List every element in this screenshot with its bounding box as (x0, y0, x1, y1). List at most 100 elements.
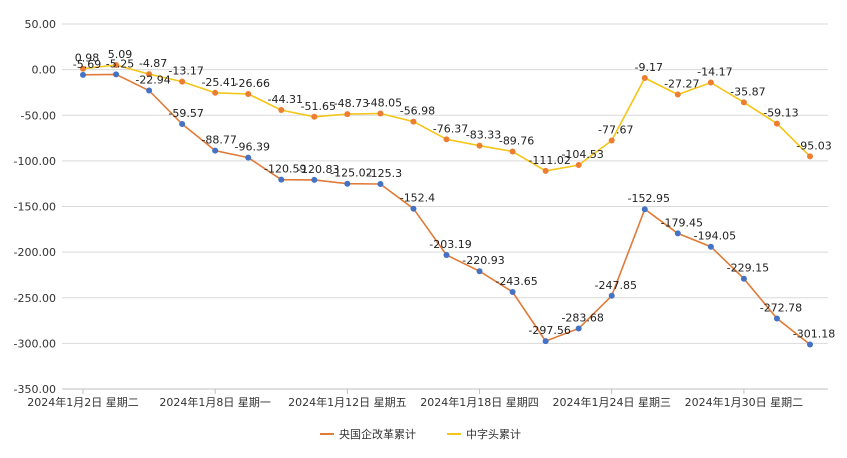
data-label: -51.65 (301, 100, 336, 113)
data-point[interactable] (476, 268, 483, 275)
data-label: -96.39 (234, 141, 269, 154)
data-point[interactable] (344, 111, 351, 118)
data-label: -35.87 (730, 85, 765, 98)
data-point[interactable] (80, 71, 86, 78)
data-point[interactable] (740, 275, 747, 282)
data-label: 0.98 (75, 52, 100, 65)
data-label: -152.95 (628, 192, 670, 205)
data-point[interactable] (146, 71, 153, 78)
data-label: -27.27 (664, 78, 699, 91)
data-label: -59.57 (168, 107, 203, 120)
data-label: -120.83 (297, 163, 339, 176)
data-point[interactable] (212, 147, 219, 154)
data-point[interactable] (807, 153, 813, 160)
y-tick-label: -150.00 (14, 201, 56, 214)
data-point[interactable] (311, 176, 318, 183)
data-label: -95.03 (796, 139, 831, 152)
x-tick-label: 2024年1月30日 星期二 (685, 395, 804, 409)
data-label: -120.59 (264, 163, 306, 176)
data-label: -59.13 (763, 107, 798, 120)
data-point[interactable] (807, 341, 813, 348)
data-point[interactable] (278, 176, 285, 183)
x-tick-label: 2024年1月18日 星期四 (420, 395, 539, 409)
data-label: -13.17 (168, 65, 203, 78)
data-point[interactable] (707, 243, 714, 250)
data-label: -22.94 (135, 74, 170, 87)
data-point[interactable] (245, 90, 252, 97)
data-label: -25.41 (201, 76, 236, 89)
data-point[interactable] (245, 154, 252, 161)
data-point[interactable] (773, 315, 780, 322)
data-label: -283.68 (561, 311, 603, 324)
data-point[interactable] (377, 180, 384, 187)
axis-layer: 50.00 0.00 -50.00 -100.00 -150.00 -200.00 -250… (14, 18, 828, 409)
data-label: -14.17 (697, 66, 732, 79)
legend-entry[interactable]: 央国企改革累计 (339, 427, 416, 441)
data-label: -111.02 (528, 154, 570, 167)
data-label: -26.66 (234, 77, 269, 90)
data-point[interactable] (641, 74, 648, 81)
data-point[interactable] (674, 91, 681, 98)
x-tick-label: 2024年1月12日 星期五 (288, 395, 407, 409)
data-label: -194.05 (694, 230, 736, 243)
data-point[interactable] (542, 167, 549, 174)
y-tick-label: -50.00 (21, 109, 56, 122)
data-point[interactable] (410, 118, 417, 125)
data-point[interactable] (641, 206, 648, 213)
data-point[interactable] (509, 148, 516, 155)
data-point[interactable] (278, 107, 285, 114)
data-label: -4.87 (139, 57, 167, 70)
data-point[interactable] (707, 79, 714, 86)
data-label: -48.73 (334, 97, 369, 110)
data-point[interactable] (674, 230, 681, 237)
data-point[interactable] (113, 71, 120, 78)
data-label: -152.4 (400, 192, 435, 205)
data-point[interactable] (509, 288, 516, 295)
data-label-layer: -5.69 -5.25-22.94 -59.57 -88.77-96.39 -120.5… (73, 48, 835, 340)
legend[interactable]: 央国企改革累计 中字头累计 (320, 427, 521, 441)
data-point[interactable] (542, 338, 549, 345)
data-label: -77.67 (598, 123, 633, 136)
data-point[interactable] (575, 325, 582, 332)
data-point[interactable] (212, 89, 219, 96)
data-point[interactable] (773, 120, 780, 127)
data-point[interactable] (311, 113, 318, 120)
data-label: -5.25 (106, 57, 134, 70)
data-point[interactable] (344, 180, 351, 187)
legend-entry[interactable]: 中字头累计 (466, 427, 521, 441)
data-label: -76.37 (433, 122, 468, 135)
data-point[interactable] (377, 110, 384, 117)
data-point[interactable] (410, 205, 417, 212)
data-label: -89.76 (499, 135, 534, 148)
data-point[interactable] (179, 120, 186, 127)
data-label: -243.65 (495, 275, 537, 288)
data-label: -56.98 (400, 105, 435, 118)
y-tick-label: -350.00 (14, 383, 56, 396)
data-point[interactable] (575, 162, 582, 169)
x-tick-label: 2024年1月8日 星期一 (159, 395, 271, 409)
data-point[interactable] (608, 292, 615, 299)
data-label: 5.09 (108, 48, 133, 61)
y-tick-label: 50.00 (25, 18, 57, 31)
y-tick-label: -250.00 (14, 292, 56, 305)
data-point[interactable] (80, 65, 86, 72)
data-point[interactable] (146, 87, 153, 94)
data-point[interactable] (443, 252, 450, 259)
data-point[interactable] (179, 78, 186, 85)
data-point[interactable] (443, 136, 450, 143)
data-label: -125.3 (367, 167, 402, 180)
data-label: -247.85 (594, 279, 636, 292)
data-label: -9.17 (635, 61, 663, 74)
data-label: -83.33 (466, 129, 501, 142)
data-point[interactable] (740, 99, 747, 106)
data-label: -297.56 (528, 324, 570, 337)
data-point[interactable] (476, 142, 483, 149)
data-label: -203.19 (429, 238, 471, 251)
data-point[interactable] (113, 61, 120, 68)
data-label: -104.53 (561, 148, 603, 161)
x-tick-label: 2024年1月2日 星期二 (27, 395, 139, 409)
data-point[interactable] (608, 137, 615, 144)
data-label: -44.31 (268, 93, 303, 106)
